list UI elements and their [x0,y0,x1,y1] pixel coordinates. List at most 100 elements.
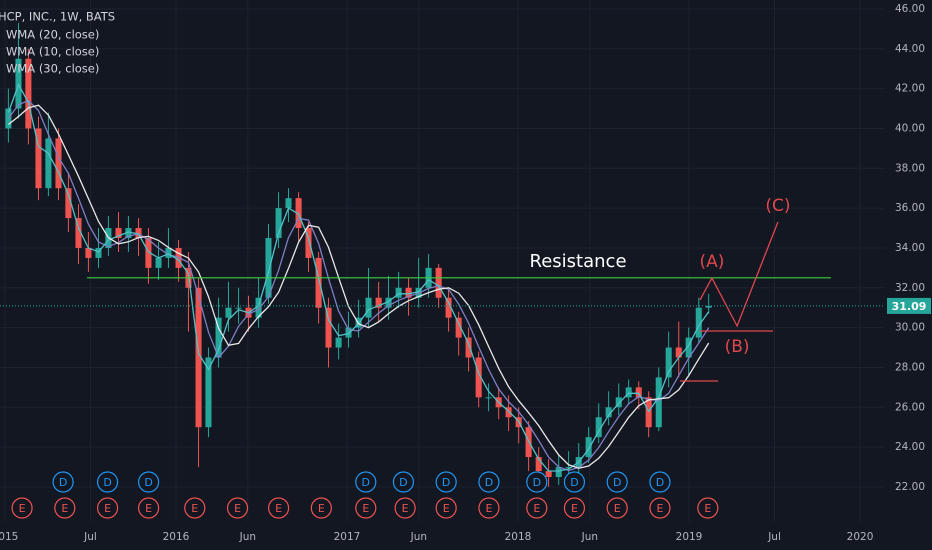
event-label: E [61,502,68,515]
x-tick-label: Jul [767,531,781,543]
event-marker [394,497,416,519]
event-marker [697,497,719,519]
candle-body [315,257,322,308]
x-tick-label: 2020 [847,531,874,543]
event-label: D [103,476,111,489]
event-label: E [402,502,409,515]
event-label: E [275,502,282,515]
event-marker [138,471,160,493]
event-label: D [442,476,450,489]
candle-body [55,138,62,189]
candle-body [155,257,162,268]
x-tick-label: 2016 [163,531,190,543]
candle-body [595,417,602,438]
candle-body [305,228,312,258]
x-tick-label: 2017 [334,531,361,543]
event-label: D [656,476,664,489]
candle-body [535,457,542,472]
candle-body [445,297,452,318]
y-tick-label: 32.00 [895,282,925,294]
event-marker [226,497,249,519]
event-marker [267,497,290,519]
candle-body [585,437,592,458]
candle-body [545,471,552,477]
event-marker [478,497,500,519]
candle-body [705,305,712,308]
candle-body [85,247,92,258]
candle-body [615,397,622,408]
event-marker [96,497,119,519]
wave-label: (A) [699,252,724,272]
event-marker [478,471,500,493]
x-tick-label: 2019 [676,531,703,543]
y-tick-label: 22.00 [895,481,925,493]
event-label: E [533,502,540,515]
last-price-label: 31.09 [892,300,927,313]
candle-body [285,198,292,209]
event-marker [52,471,74,493]
candle-body [195,287,202,428]
y-tick-label: 26.00 [895,401,925,413]
x-tick-label: Jun [410,531,427,543]
candle-body [485,397,492,399]
candle-body [65,188,72,219]
candle-body [265,237,272,298]
y-tick-label: 46.00 [895,3,925,15]
candle-body [325,307,332,348]
wma-line [7,104,710,469]
legend-entry: WMA (10, close) [6,45,99,59]
candle-body [225,307,232,318]
y-tick-label: 34.00 [895,242,925,254]
x-tick-label: Jul [83,531,97,543]
legend-entry: WMA (20, close) [6,28,99,42]
candle-body [685,337,692,358]
candle-body [275,208,282,238]
event-marker [649,497,671,519]
candle-body [435,267,442,298]
candle-body [165,247,172,258]
candle-body [375,297,382,308]
candle-body [695,307,702,338]
x-tick-label: Jun [239,531,256,543]
candle-body [475,357,482,398]
candle-body [635,387,642,398]
candle-body [395,287,402,298]
event-label: E [318,502,325,515]
event-marker [606,471,628,493]
event-marker [138,497,160,519]
event-label: D [399,476,407,489]
event-marker [526,471,548,493]
candle-body [35,128,42,189]
candle-body [135,228,142,238]
legend-entry: WMA (30, close) [6,62,99,76]
event-label: D [570,476,578,489]
event-label: E [145,502,152,515]
candle-body [255,297,262,318]
candle-body [465,337,472,358]
candle-body [385,297,392,308]
candle-body [125,228,132,238]
y-tick-label: 24.00 [895,441,925,453]
event-marker [435,471,457,493]
event-marker [54,497,76,519]
candle-body [215,317,222,358]
event-label: D [144,476,152,489]
event-label: E [19,502,26,515]
candle-body [455,317,462,338]
candle-body [235,307,242,309]
event-label: E [614,502,621,515]
event-label: D [613,476,621,489]
candle-body [555,467,562,477]
event-marker [392,471,415,493]
candle-body [405,287,412,298]
candle-body [75,218,82,248]
y-tick-label: 44.00 [895,43,925,55]
event-marker [563,497,586,519]
event-label: E [443,502,450,515]
event-marker [355,471,377,493]
wave-label: (C) [765,196,790,216]
candle-body [295,198,302,229]
candle-body [625,387,632,398]
